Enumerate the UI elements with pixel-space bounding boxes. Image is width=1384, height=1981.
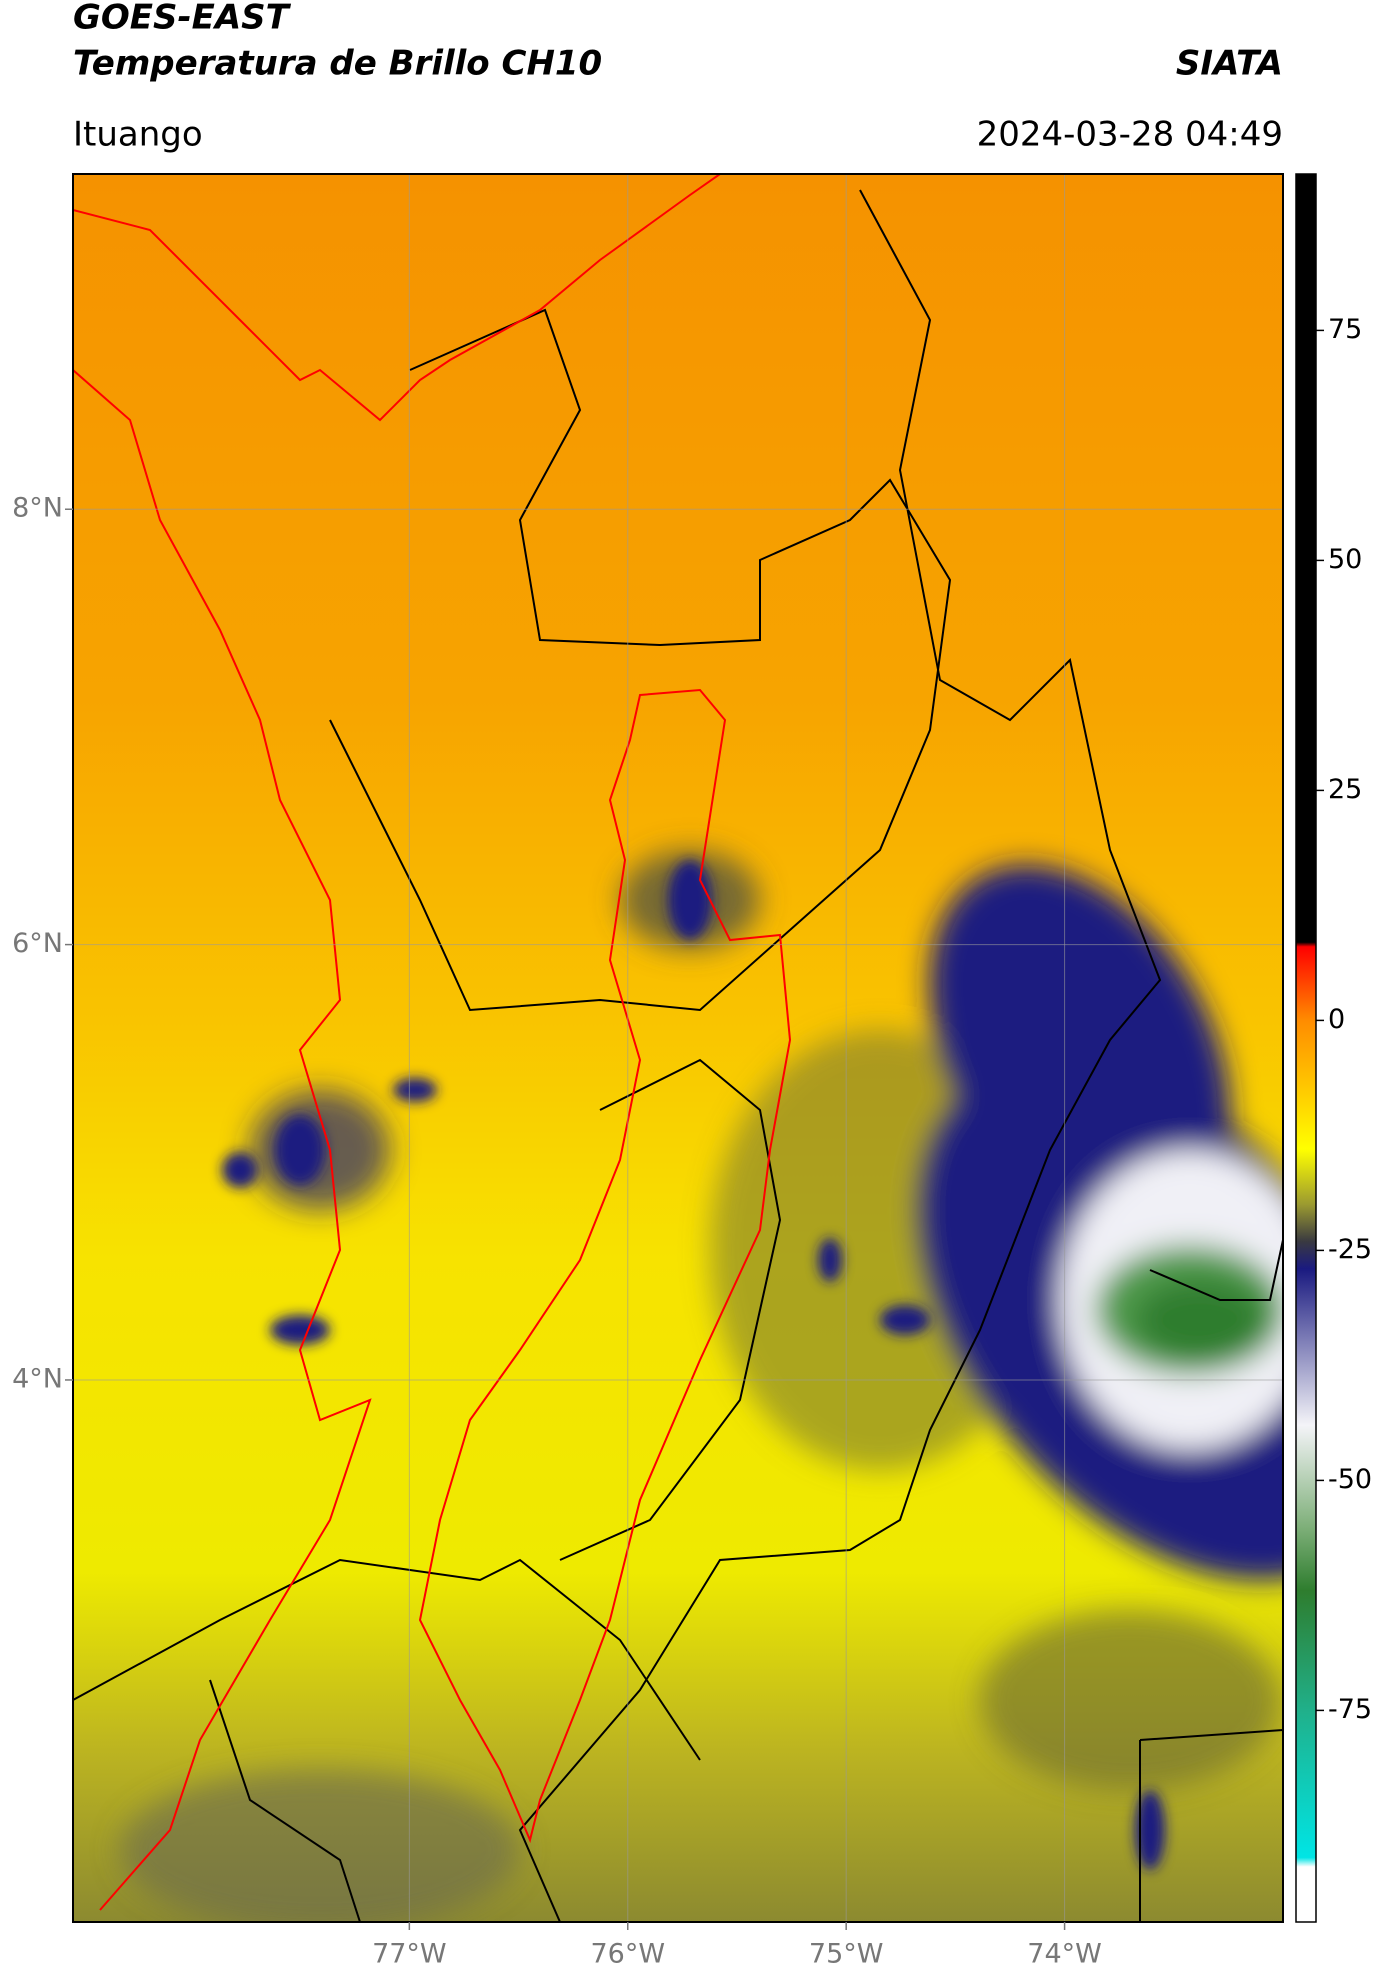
colorbar-tick-label: -75 — [1328, 1694, 1372, 1725]
y-tick-label: 4°N — [12, 1363, 63, 1394]
colorbar-tick-label: -25 — [1328, 1234, 1372, 1265]
map-frame — [72, 173, 1284, 1923]
colorbar: 75 50 25 0 -25 -50 -75 — [1295, 173, 1372, 1923]
region: Ituango — [73, 115, 203, 155]
timestamp: 2024-03-28 04:49 — [977, 115, 1283, 155]
y-tick-label: 6°N — [12, 928, 63, 959]
source: SIATA — [1176, 44, 1283, 84]
subtitle: Temperatura de Brillo CH10 — [73, 44, 602, 84]
y-tick-label: 8°N — [12, 493, 63, 524]
x-tick-label: 77°W — [372, 1939, 447, 1970]
title: GOES-EAST — [73, 0, 292, 38]
cloud-field — [120, 850, 1283, 1922]
x-tick-label: 74°W — [1027, 1939, 1102, 1970]
colorbar-tick-label: 75 — [1328, 314, 1362, 345]
colorbar-tick-label: 0 — [1328, 1004, 1345, 1035]
x-tick-label: 75°W — [809, 1939, 884, 1970]
colorbar-tick-label: 25 — [1328, 774, 1362, 805]
map — [73, 174, 1283, 1922]
colorbar-ramp — [1295, 173, 1317, 1923]
borders — [73, 189, 1283, 1922]
colorbar-tick-label: -50 — [1328, 1464, 1372, 1495]
graticule — [73, 174, 1283, 1922]
cloud-cells — [222, 860, 1165, 1870]
coastline-and-basin — [73, 174, 792, 1911]
x-tick-label: 76°W — [590, 1939, 665, 1970]
colorbar-tick-label: 50 — [1328, 544, 1362, 575]
